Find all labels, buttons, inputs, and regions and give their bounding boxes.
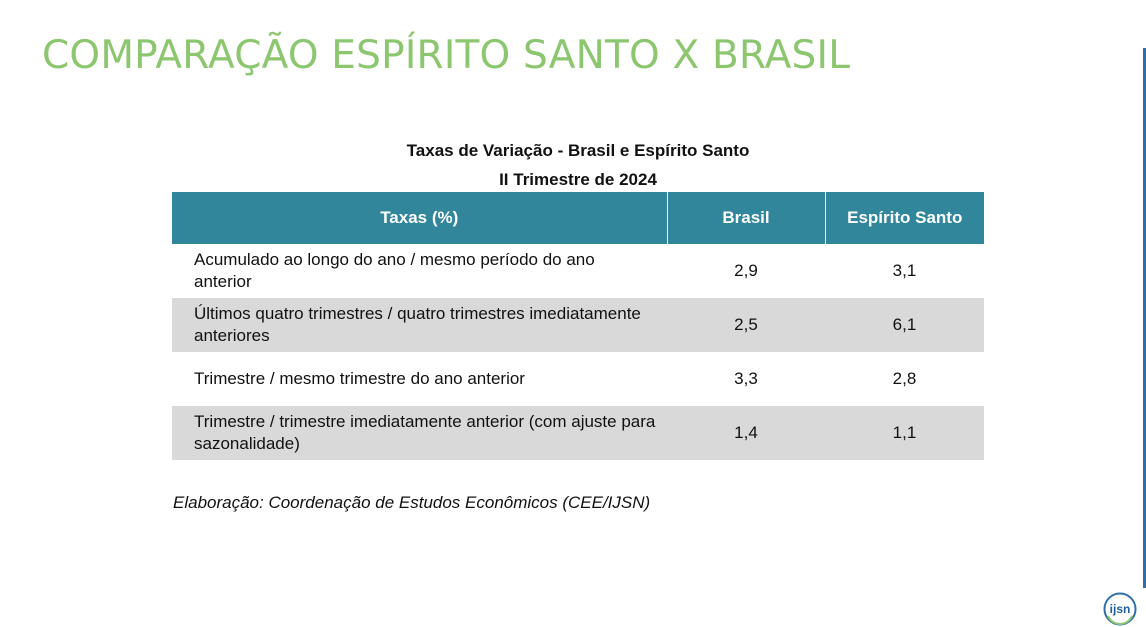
source-note: Elaboração: Coordenação de Estudos Econô… [173, 493, 651, 512]
rates-table: Taxas (%) Brasil Espírito Santo Acumulad… [172, 192, 984, 460]
header-espirito-santo: Espírito Santo [825, 192, 984, 244]
row-label: Últimos quatro trimestres / quatro trime… [172, 298, 667, 352]
table-caption-line1: Taxas de Variação - Brasil e Espírito Sa… [406, 141, 750, 160]
row-value-brasil: 2,5 [667, 298, 825, 352]
slide-title: COMPARAÇÃO ESPÍRITO SANTO X BRASIL [42, 33, 851, 78]
row-value-espirito-santo: 1,1 [825, 406, 984, 460]
row-value-espirito-santo: 2,8 [892, 369, 917, 388]
right-edge-bar [1143, 48, 1146, 588]
table-row: Acumulado ao longo do ano / mesmo períod… [172, 244, 984, 298]
table-row: Trimestre / trimestre imediatamente ante… [172, 406, 984, 460]
table-row: Trimestre / mesmo trimestre do ano anter… [172, 352, 984, 406]
table-row: Últimos quatro trimestres / quatro trime… [172, 298, 984, 352]
row-label: Trimestre / mesmo trimestre do ano anter… [194, 369, 525, 388]
ijsn-logo-icon: ijsn [1103, 592, 1137, 626]
row-value-brasil: 2,9 [734, 261, 758, 280]
header-brasil: Brasil [667, 192, 826, 244]
row-value-espirito-santo: 6,1 [825, 298, 984, 352]
header-taxas: Taxas (%) [172, 192, 668, 244]
row-value-espirito-santo: 3,1 [892, 261, 917, 280]
table-caption-line2: II Trimestre de 2024 [499, 170, 657, 189]
table-header-row: Taxas (%) Brasil Espírito Santo [172, 192, 984, 244]
logo-text: ijsn [1110, 602, 1131, 616]
row-value-brasil: 1,4 [667, 406, 825, 460]
row-label: Acumulado ao longo do ano / mesmo períod… [194, 250, 595, 291]
row-value-brasil: 3,3 [734, 369, 758, 388]
row-label: Trimestre / trimestre imediatamente ante… [172, 406, 667, 460]
